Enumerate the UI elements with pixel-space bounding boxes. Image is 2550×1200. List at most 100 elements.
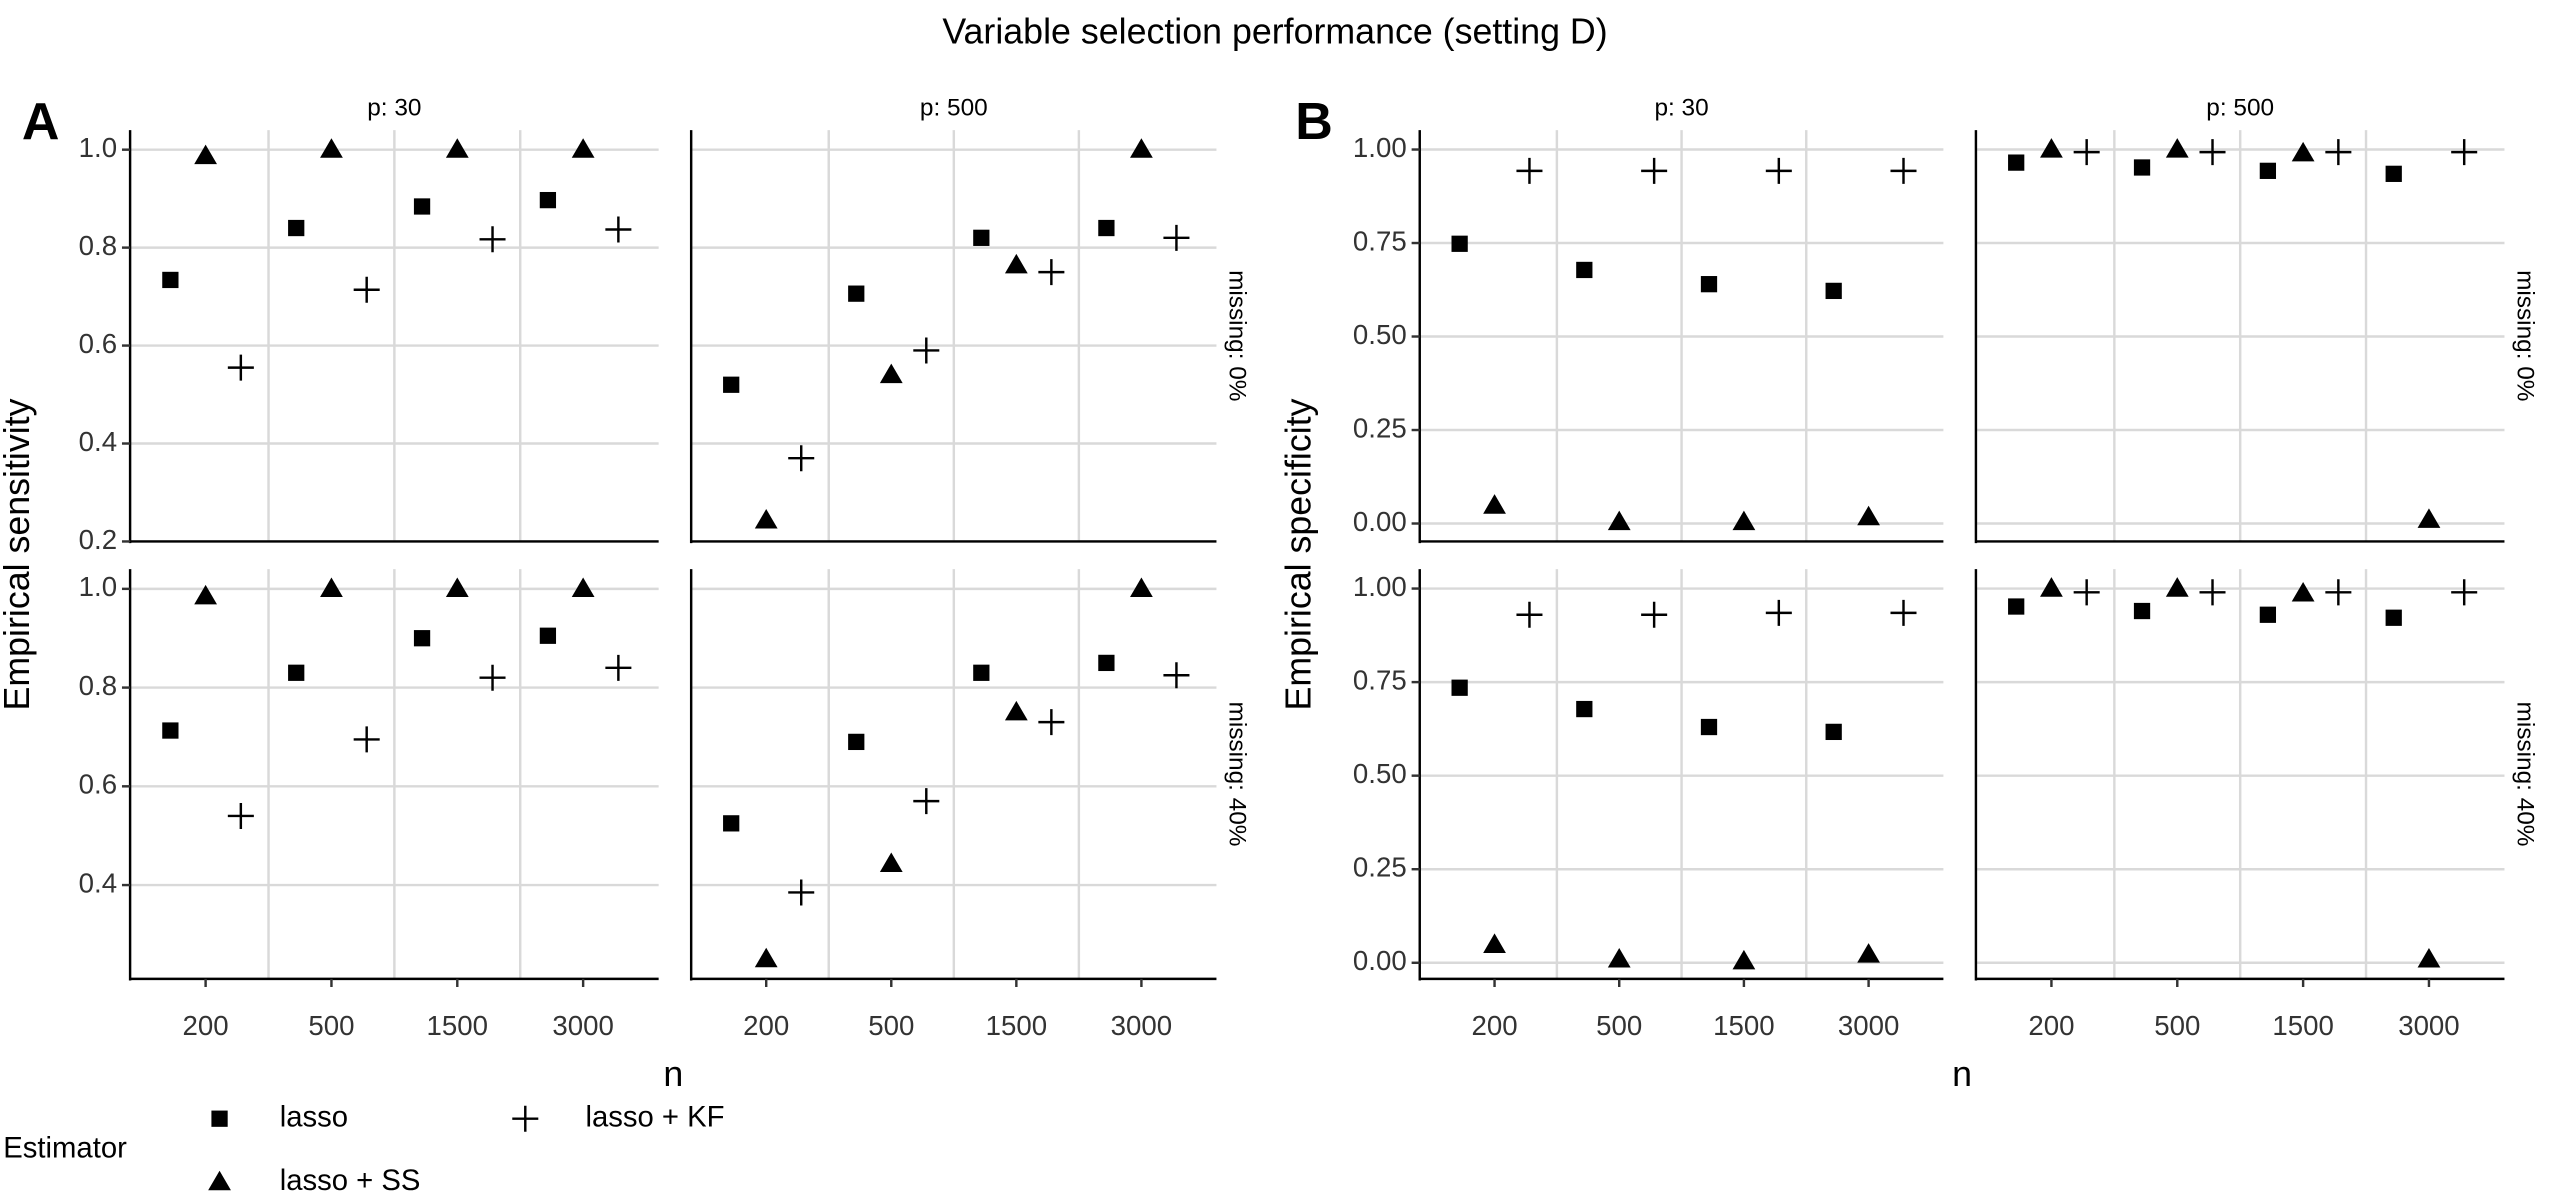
row-label: missing: 0% — [2512, 270, 2539, 401]
point-triangle — [194, 144, 217, 165]
point-plus — [2073, 579, 2100, 606]
point-plus — [788, 879, 815, 906]
point-triangle — [445, 577, 469, 597]
point-square — [162, 722, 179, 739]
point-plus — [2199, 579, 2226, 606]
point-plus — [1516, 157, 1543, 184]
point-triangle — [320, 577, 343, 597]
point-plus — [1641, 157, 1668, 184]
point-plus — [1765, 599, 1792, 626]
column-label: p: 30 — [1654, 94, 1708, 121]
y-tick-label: 0.50 — [1353, 758, 1407, 789]
point-plus — [913, 788, 940, 815]
point-square — [539, 627, 557, 644]
y-tick-label: 0.25 — [1353, 852, 1407, 883]
point-plus — [479, 664, 506, 691]
point-plus — [1163, 224, 1190, 251]
x-tick-label: 1500 — [1713, 1010, 1774, 1041]
point-plus — [2451, 579, 2478, 606]
point-plus — [1890, 599, 1917, 626]
point-triangle — [2417, 508, 2441, 528]
y-tick-label: 0.6 — [79, 769, 117, 800]
point-plus — [1765, 157, 1792, 184]
point-plus — [353, 726, 380, 753]
point-triangle — [754, 947, 778, 968]
point-plus — [913, 337, 940, 364]
point-triangle — [1004, 700, 1028, 721]
point-triangle — [1857, 943, 1880, 963]
x-tick-label: 200 — [183, 1010, 229, 1041]
y-axis-title: Empirical sensitivity — [0, 398, 37, 710]
point-triangle — [879, 852, 903, 872]
point-triangle — [1483, 494, 1506, 514]
row-label: missing: 0% — [1224, 270, 1251, 401]
y-tick-label: 0.2 — [79, 524, 117, 555]
point-triangle — [2291, 582, 2315, 602]
point-plus — [1163, 662, 1190, 689]
point-square — [288, 664, 305, 681]
point-plus — [1516, 601, 1543, 628]
point-square — [162, 271, 179, 289]
point-square — [848, 733, 865, 751]
point-triangle — [1483, 933, 1506, 953]
point-square — [2385, 609, 2402, 626]
point-plus — [788, 445, 815, 472]
point-triangle — [1857, 505, 1880, 526]
point-plus — [605, 216, 632, 243]
y-tick-label: 0.00 — [1353, 945, 1407, 976]
point-square — [723, 376, 740, 393]
point-square — [1700, 276, 1718, 293]
point-plus — [1890, 157, 1917, 184]
y-tick-label: 0.50 — [1353, 319, 1407, 350]
point-plus — [2199, 139, 2226, 166]
point-triangle — [571, 577, 595, 597]
x-tick-label: 500 — [308, 1010, 354, 1041]
point-plus — [227, 354, 254, 381]
legend-title: Estimator — [3, 1132, 127, 1164]
x-tick-label: 200 — [743, 1010, 789, 1041]
point-triangle — [1130, 577, 1153, 597]
y-tick-label: 0.75 — [1353, 664, 1407, 695]
column-label: p: 30 — [367, 94, 421, 121]
legend-label: lasso — [280, 1101, 348, 1133]
x-tick-label: 1500 — [986, 1010, 1047, 1041]
point-square — [413, 198, 431, 215]
point-square — [1576, 700, 1593, 718]
y-tick-label: 1.0 — [79, 571, 117, 602]
point-plus — [1038, 259, 1065, 286]
x-tick-label: 3000 — [1111, 1010, 1172, 1041]
legend-key — [211, 1110, 228, 1127]
y-tick-label: 1.0 — [79, 132, 117, 163]
point-square — [1451, 679, 1468, 696]
column-label: p: 500 — [2206, 94, 2274, 121]
point-square — [1451, 235, 1468, 252]
y-tick-label: 1.00 — [1353, 571, 1407, 602]
point-triangle — [2165, 138, 2189, 158]
point-plus — [2451, 139, 2478, 166]
point-triangle — [1130, 138, 1153, 158]
y-tick-label: 0.4 — [79, 867, 117, 898]
point-square — [1825, 282, 1842, 300]
y-tick-label: 0.00 — [1353, 506, 1407, 537]
point-triangle — [1004, 253, 1028, 274]
point-triangle — [2165, 577, 2189, 597]
point-square — [2259, 162, 2277, 179]
point-triangle — [879, 363, 903, 384]
point-square — [2008, 598, 2025, 615]
y-tick-label: 0.8 — [79, 670, 117, 701]
point-triangle — [571, 138, 595, 158]
y-tick-label: 0.4 — [79, 426, 117, 457]
y-tick-label: 0.75 — [1353, 225, 1407, 256]
point-triangle — [1732, 949, 1756, 970]
x-tick-label: 500 — [1596, 1010, 1642, 1041]
point-triangle — [2291, 141, 2315, 162]
point-square — [2133, 159, 2151, 176]
legend-label: lasso + SS — [280, 1165, 421, 1197]
point-plus — [2325, 579, 2352, 606]
point-square — [848, 285, 865, 302]
point-triangle — [2040, 577, 2063, 597]
x-tick-label: 3000 — [1838, 1010, 1899, 1041]
point-triangle — [2417, 948, 2441, 968]
